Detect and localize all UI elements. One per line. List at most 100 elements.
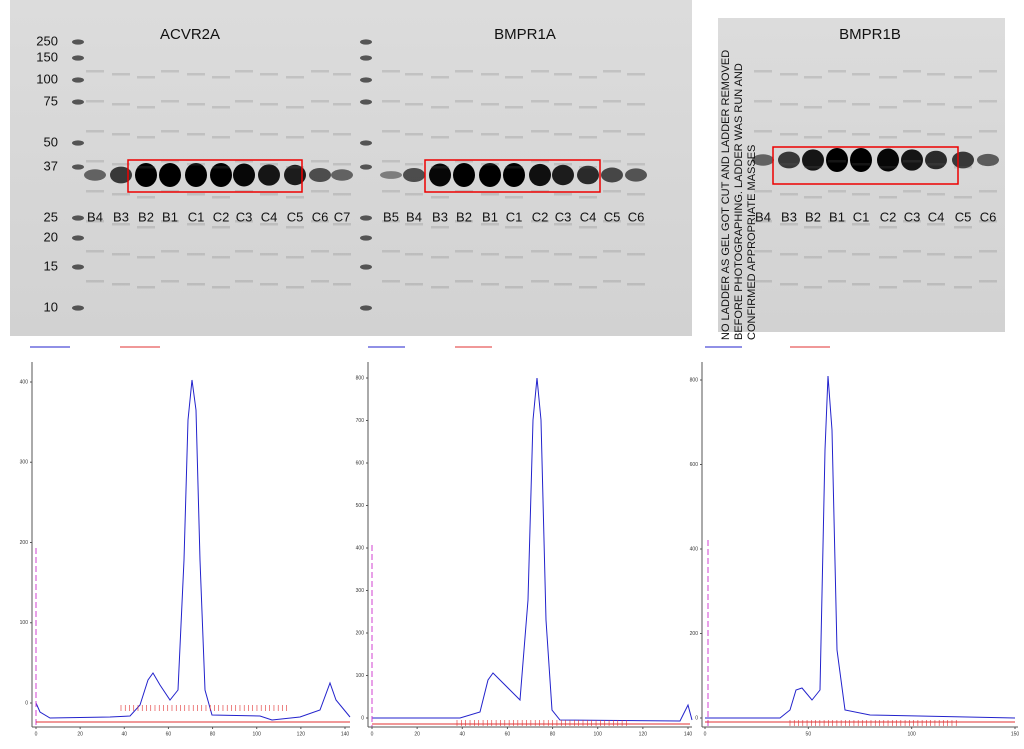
- ladder-label: 100: [36, 71, 58, 86]
- protein-band: [185, 163, 207, 187]
- minor-band: [903, 280, 921, 283]
- x-tick-label: 120: [639, 731, 648, 737]
- minor-band: [954, 136, 972, 139]
- protein-band: [84, 169, 106, 181]
- gel-title: BMPR1B: [839, 26, 901, 43]
- ladder-label: 150: [36, 49, 58, 64]
- minor-band: [431, 136, 449, 139]
- minor-band: [481, 253, 499, 256]
- protein-band: [429, 163, 451, 187]
- highlight-box: [127, 159, 303, 193]
- minor-band: [903, 70, 921, 73]
- minor-band: [954, 166, 972, 169]
- minor-band: [828, 280, 846, 283]
- x-tick-label: 20: [77, 731, 83, 737]
- minor-band: [286, 166, 304, 169]
- ladder-band: [360, 215, 372, 221]
- minor-band: [627, 193, 645, 196]
- minor-band: [603, 160, 621, 163]
- minor-band: [804, 136, 822, 139]
- minor-band: [212, 106, 230, 109]
- minor-band: [954, 196, 972, 199]
- minor-band: [235, 70, 253, 73]
- protein-band: [577, 165, 599, 185]
- ladder-band: [72, 140, 84, 146]
- minor-band: [260, 253, 278, 256]
- minor-band: [852, 73, 870, 76]
- minor-band: [554, 163, 572, 166]
- minor-band: [187, 193, 205, 196]
- minor-band: [235, 160, 253, 163]
- ladder-band: [72, 264, 84, 270]
- minor-band: [235, 130, 253, 133]
- lane-label: C3: [904, 209, 921, 224]
- minor-band: [954, 286, 972, 289]
- protein-band: [380, 171, 402, 179]
- y-tick-label: 0: [25, 700, 28, 706]
- minor-band: [311, 280, 329, 283]
- y-tick-label: 400: [20, 379, 29, 385]
- minor-band: [235, 100, 253, 103]
- minor-band: [187, 223, 205, 226]
- ladder-band: [360, 39, 372, 45]
- minor-band: [333, 253, 351, 256]
- minor-band: [212, 286, 230, 289]
- minor-band: [260, 73, 278, 76]
- y-tick-label: 200: [356, 630, 365, 636]
- minor-band: [927, 133, 945, 136]
- ladder-lane: [72, 39, 372, 311]
- x-tick-label: 20: [414, 731, 420, 737]
- ladder-label: 50: [44, 134, 58, 149]
- lane-label: B1: [482, 209, 498, 224]
- protein-band: [233, 163, 255, 187]
- minor-band: [979, 160, 997, 163]
- minor-band: [161, 250, 179, 253]
- minor-band: [382, 130, 400, 133]
- ladder-band: [72, 235, 84, 241]
- minor-band: [903, 250, 921, 253]
- protein-band: [529, 163, 551, 187]
- lane-label: B4: [406, 209, 422, 224]
- minor-band: [311, 220, 329, 223]
- minor-band: [505, 106, 523, 109]
- lane-label: C3: [236, 209, 253, 224]
- minor-band: [431, 166, 449, 169]
- lane-label: C5: [287, 209, 304, 224]
- minor-band: [879, 256, 897, 259]
- ladder-band: [72, 55, 84, 61]
- minor-band: [382, 190, 400, 193]
- minor-band: [903, 190, 921, 193]
- protein-band: [135, 163, 157, 187]
- gel-title: ACVR2A: [160, 26, 220, 43]
- minor-band: [531, 70, 549, 73]
- ladder-label: 20: [44, 229, 58, 244]
- minor-band: [879, 166, 897, 169]
- minor-band: [979, 280, 997, 283]
- y-tick-label: 400: [690, 546, 699, 552]
- y-tick-label: 800: [690, 377, 699, 383]
- minor-band: [311, 100, 329, 103]
- x-tick-label: 40: [460, 731, 466, 737]
- minor-band: [86, 160, 104, 163]
- lane-label: C4: [580, 209, 597, 224]
- minor-band: [260, 163, 278, 166]
- ladder-band: [360, 264, 372, 270]
- minor-band: [979, 250, 997, 253]
- minor-band: [260, 283, 278, 286]
- minor-band: [754, 160, 772, 163]
- minor-band: [828, 250, 846, 253]
- x-tick-label: 140: [341, 731, 350, 737]
- minor-band: [286, 106, 304, 109]
- highlight-box: [424, 159, 601, 193]
- minor-band: [852, 253, 870, 256]
- minor-band: [780, 133, 798, 136]
- lane-label: C3: [555, 209, 572, 224]
- lane-label: C6: [628, 209, 645, 224]
- minor-band: [161, 160, 179, 163]
- minor-band: [754, 70, 772, 73]
- protein-band: [503, 163, 525, 187]
- minor-band: [481, 133, 499, 136]
- minor-band: [579, 136, 597, 139]
- ladder-band: [72, 99, 84, 105]
- minor-band: [455, 280, 473, 283]
